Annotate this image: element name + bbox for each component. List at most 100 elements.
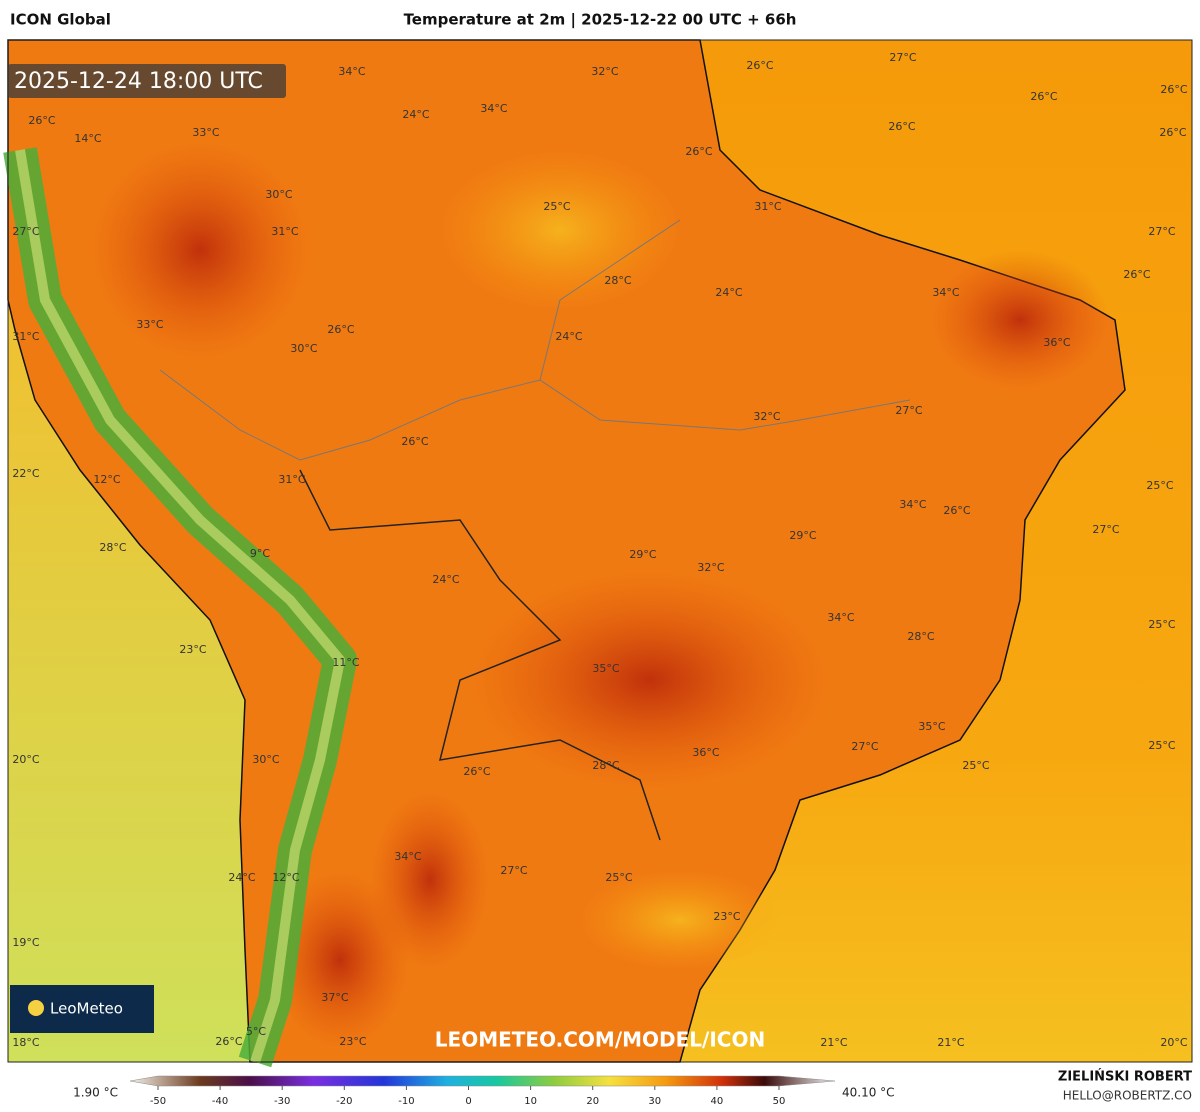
colorbar-tick-label: 40 bbox=[711, 1096, 724, 1107]
temperature-label: 23°C bbox=[339, 1035, 366, 1048]
mild-area bbox=[580, 870, 780, 970]
temperature-label: 26°C bbox=[746, 59, 773, 72]
pacific bbox=[8, 300, 250, 1062]
border bbox=[159, 369, 911, 461]
temperature-label: 34°C bbox=[827, 611, 854, 624]
border bbox=[299, 469, 661, 841]
temperature-label: 37°C bbox=[321, 991, 348, 1004]
temperature-label: 28°C bbox=[604, 274, 631, 287]
temperature-label: 30°C bbox=[265, 188, 292, 201]
temperature-label: 26°C bbox=[463, 765, 490, 778]
temperature-label: 27°C bbox=[895, 404, 922, 417]
temperature-label: 27°C bbox=[500, 864, 527, 877]
temperature-label: 9°C bbox=[250, 547, 270, 560]
mild-area bbox=[440, 150, 680, 310]
watermark: LEOMETEO.COM/MODEL/ICON bbox=[435, 1028, 765, 1052]
heat-area bbox=[930, 250, 1110, 390]
temperature-label: 32°C bbox=[753, 410, 780, 423]
temperature-label: 12°C bbox=[272, 871, 299, 884]
temperature-label: 29°C bbox=[789, 529, 816, 542]
temperature-label: 26°C bbox=[1159, 126, 1186, 139]
heat-area bbox=[370, 790, 490, 970]
chart-title: Temperature at 2m | 2025-12-22 00 UTC + … bbox=[404, 11, 797, 30]
andes-ridge bbox=[15, 149, 345, 1064]
colorbar-min: 1.90 °C bbox=[73, 1086, 118, 1100]
temperature-label: 24°C bbox=[555, 330, 582, 343]
map bbox=[3, 39, 1193, 1068]
temperature-label: 27°C bbox=[12, 225, 39, 238]
temperature-label: 32°C bbox=[697, 561, 724, 574]
temperature-label: 26°C bbox=[1030, 90, 1057, 103]
temperature-label: 21°C bbox=[937, 1036, 964, 1049]
colorbar-tick-label: -40 bbox=[212, 1096, 228, 1107]
temperature-label: 19°C bbox=[12, 936, 39, 949]
temperature-label: 27°C bbox=[851, 740, 878, 753]
temperature-label: 25°C bbox=[1148, 618, 1175, 631]
temperature-label: 23°C bbox=[179, 643, 206, 656]
temperature-label: 32°C bbox=[591, 65, 618, 78]
author: ZIELIŃSKI ROBERT bbox=[1058, 1069, 1192, 1085]
temperature-label: 20°C bbox=[12, 753, 39, 766]
temperature-label: 28°C bbox=[907, 630, 934, 643]
colorbar-tick-label: 0 bbox=[465, 1096, 471, 1107]
temperature-label: 11°C bbox=[332, 656, 359, 669]
colorbar bbox=[129, 1075, 836, 1087]
colorbar-tick-label: -30 bbox=[274, 1096, 290, 1107]
temperature-label: 26°C bbox=[1160, 83, 1187, 96]
temperature-label: 28°C bbox=[99, 541, 126, 554]
temperature-label: 34°C bbox=[932, 286, 959, 299]
temperature-label: 14°C bbox=[74, 132, 101, 145]
temperature-label: 26°C bbox=[1123, 268, 1150, 281]
temperature-label: 24°C bbox=[228, 871, 255, 884]
temperature-label: 30°C bbox=[252, 753, 279, 766]
colorbar-tick-label: 30 bbox=[648, 1096, 661, 1107]
temperature-label: 21°C bbox=[820, 1036, 847, 1049]
logo: LeoMeteo bbox=[50, 1000, 123, 1018]
heat-area bbox=[470, 570, 830, 790]
temperature-label: 25°C bbox=[605, 871, 632, 884]
temperature-label: 30°C bbox=[290, 342, 317, 355]
temperature-label: 29°C bbox=[629, 548, 656, 561]
temperature-label: 25°C bbox=[1148, 739, 1175, 752]
border bbox=[539, 219, 681, 381]
temperature-label: 23°C bbox=[713, 910, 740, 923]
temperature-label: 35°C bbox=[592, 662, 619, 675]
temperature-label: 25°C bbox=[962, 759, 989, 772]
temperature-label: 25°C bbox=[543, 200, 570, 213]
temperature-label: 24°C bbox=[715, 286, 742, 299]
model-name: ICON Global bbox=[10, 11, 111, 29]
temperature-label: 22°C bbox=[12, 467, 39, 480]
timestamp-box bbox=[8, 64, 286, 98]
temperature-label: 5°C bbox=[246, 1025, 266, 1038]
temperature-label: 31°C bbox=[12, 330, 39, 343]
map-frame bbox=[7, 39, 1193, 1063]
temperature-label: 31°C bbox=[278, 473, 305, 486]
temperature-label: 24°C bbox=[402, 108, 429, 121]
temperature-label: 31°C bbox=[754, 200, 781, 213]
colorbar-tick-label: -50 bbox=[150, 1096, 166, 1107]
email: HELLO@ROBERTZ.CO bbox=[1063, 1089, 1192, 1103]
temperature-label: 35°C bbox=[918, 720, 945, 733]
temperature-label: 27°C bbox=[1092, 523, 1119, 536]
temperature-label: 33°C bbox=[136, 318, 163, 331]
temperature-label: 18°C bbox=[12, 1036, 39, 1049]
temperature-label: 27°C bbox=[889, 51, 916, 64]
temperature-label: 26°C bbox=[685, 145, 712, 158]
temperature-label: 33°C bbox=[192, 126, 219, 139]
temperature-label: 34°C bbox=[394, 850, 421, 863]
colorbar-max: 40.10 °C bbox=[842, 1086, 895, 1100]
temperature-label: 36°C bbox=[692, 746, 719, 759]
temperature-label: 12°C bbox=[93, 473, 120, 486]
temperature-label: 26°C bbox=[943, 504, 970, 517]
temperature-label: 34°C bbox=[899, 498, 926, 511]
temperature-label: 24°C bbox=[432, 573, 459, 586]
colorbar-tick-label: 50 bbox=[773, 1096, 786, 1107]
temperature-label: 25°C bbox=[1146, 479, 1173, 492]
temperature-label: 31°C bbox=[271, 225, 298, 238]
logo-sun bbox=[28, 1000, 44, 1016]
temperature-label: 34°C bbox=[338, 65, 365, 78]
timestamp: 2025-12-24 18:00 UTC bbox=[14, 69, 263, 94]
temperature-label: 28°C bbox=[592, 759, 619, 772]
